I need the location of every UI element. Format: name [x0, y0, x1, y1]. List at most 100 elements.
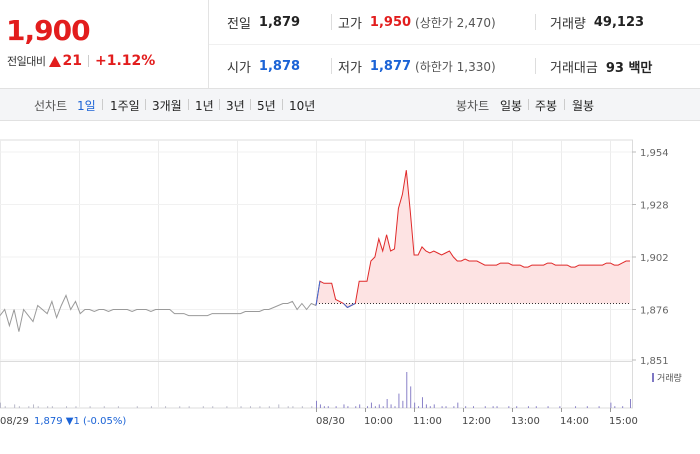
volume-bar	[268, 406, 270, 408]
volume-bar	[622, 406, 624, 408]
today-series-down-segment	[315, 281, 321, 306]
stat-key: 거래량	[550, 16, 586, 32]
change-amount: 21	[62, 53, 82, 69]
volume-bar	[382, 406, 384, 408]
tab-1w[interactable]: 1주일	[110, 99, 140, 113]
divider	[535, 14, 536, 30]
divider	[331, 58, 332, 74]
volume-bar	[367, 406, 369, 408]
stat-grid: 전일 1,879 고가 1,950 (상한가 2,470) 거래량 49,123…	[209, 0, 700, 88]
tab-daily-candle[interactable]: 일봉	[500, 99, 523, 113]
stat-trade-amount: 거래대금 93 백만	[550, 44, 652, 88]
stat-key: 거래대금	[550, 60, 598, 76]
stat-sub: (상한가 2,470)	[415, 15, 496, 30]
divider	[145, 99, 146, 110]
volume-bar	[465, 406, 467, 408]
volume-bar	[249, 406, 251, 408]
volume-bar	[287, 406, 289, 408]
stat-key: 저가	[338, 60, 362, 76]
stat-key: 시가	[227, 60, 251, 76]
volume-bar	[402, 400, 404, 408]
volume-bar	[0, 402, 1, 408]
volume-bar	[4, 406, 6, 408]
stat-open: 시가 1,878	[227, 44, 300, 88]
volume-bar	[429, 406, 431, 408]
volume-bar	[386, 399, 388, 408]
up-triangle-icon	[49, 55, 62, 67]
price-change: 전일대비 21 +1.12%	[7, 53, 155, 69]
volume-bar	[414, 402, 416, 408]
stat-prev-close: 전일 1,879	[227, 0, 300, 44]
divider	[528, 99, 529, 110]
tab-monthly-candle[interactable]: 월봉	[572, 99, 595, 113]
volume-bar	[14, 404, 16, 408]
tab-5y[interactable]: 5년	[257, 99, 276, 113]
divider	[282, 99, 283, 110]
x-tick-label: 08/30	[316, 416, 345, 427]
quote-summary: 1,900 전일대비 21 +1.12% 전일 1,879 고가 1,950 (…	[0, 0, 700, 88]
volume-bar	[179, 406, 181, 408]
today-series-down-segment	[351, 303, 356, 306]
volume-bar	[327, 406, 329, 408]
stat-value: 1,879	[258, 14, 301, 30]
volume-bar	[66, 406, 68, 408]
volume-legend-label: 거래량	[657, 372, 682, 384]
volume-bar	[51, 406, 53, 408]
volume-bar	[240, 406, 242, 408]
y-tick-label: 1,902	[640, 253, 669, 264]
volume-bar	[508, 406, 510, 408]
volume-bar	[496, 406, 498, 408]
tab-1y[interactable]: 1년	[195, 99, 214, 113]
tab-3y[interactable]: 3년	[226, 99, 245, 113]
volume-bar	[335, 406, 337, 408]
volume-legend-swatch	[652, 373, 654, 382]
stat-value: 1,877	[369, 58, 412, 74]
volume-bar	[598, 406, 600, 408]
volume-bar	[323, 406, 325, 408]
stat-low: 저가 1,877 (하한가 1,330)	[338, 44, 496, 88]
volume-bar	[586, 406, 588, 408]
volume-bar	[343, 404, 345, 408]
current-price: 1,900	[6, 14, 91, 47]
volume-bar	[311, 406, 313, 408]
y-tick-label: 1,851	[640, 356, 669, 367]
tab-weekly-candle[interactable]: 주봉	[535, 99, 558, 113]
volume-bar	[492, 406, 494, 408]
volume-bar	[47, 406, 49, 408]
volume-bar	[37, 406, 39, 408]
divider	[102, 99, 103, 110]
volume-bar	[410, 386, 412, 408]
volume-bar	[374, 406, 376, 408]
volume-bar	[378, 404, 380, 408]
volume-bar	[453, 406, 455, 408]
volume-bar	[610, 402, 612, 408]
x-tick-label: 15:00	[609, 416, 638, 427]
volume-bar	[406, 372, 408, 408]
volume-bar	[292, 406, 294, 408]
volume-bar	[425, 404, 427, 408]
volume-bar	[18, 406, 20, 408]
volume-bar	[527, 406, 529, 408]
tab-3m[interactable]: 3개월	[152, 99, 182, 113]
tab-10y[interactable]: 10년	[289, 99, 316, 113]
volume-bar	[421, 397, 423, 408]
candle-chart-title: 봉차트	[456, 99, 490, 113]
stat-key: 전일	[227, 16, 251, 32]
today-series-down-segment	[347, 305, 352, 308]
tab-1d[interactable]: 1일	[77, 99, 96, 113]
divider	[535, 58, 536, 74]
volume-bar	[75, 406, 77, 408]
volume-bar	[33, 404, 35, 408]
volume-bar	[316, 400, 317, 408]
volume-bar	[433, 404, 435, 408]
volume-bar	[559, 406, 561, 408]
divider	[219, 99, 220, 110]
stat-value: 1,950	[369, 14, 412, 30]
chart-period-tabbar: 선차트 1일 1주일 3개월 1년 3년 5년 10년 봉차트 일봉 주봉 월봉	[0, 88, 700, 121]
volume-bar	[535, 406, 537, 408]
volume-bar	[136, 406, 138, 408]
volume-bar	[418, 406, 420, 408]
bottom-left-date: 08/29	[0, 416, 29, 427]
volume-bar	[394, 406, 396, 408]
change-label: 전일대비	[7, 55, 46, 68]
